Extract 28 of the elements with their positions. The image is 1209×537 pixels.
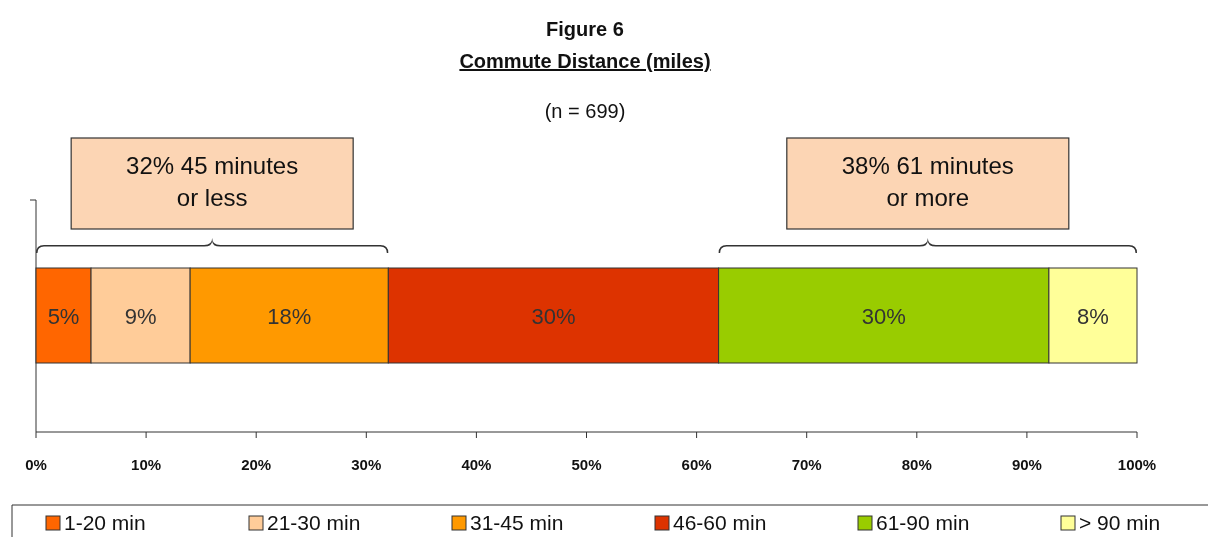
legend-label: 21-30 min (267, 511, 361, 534)
x-tick-label: 10% (131, 456, 162, 473)
x-tick-label: 70% (791, 456, 822, 473)
text: 32% 45 minutes or less (126, 152, 299, 211)
x-tick-label: 60% (681, 456, 712, 473)
data-label: 30% (531, 303, 576, 329)
legend-label: 31-45 min (470, 511, 564, 534)
x-tick-label: 90% (1011, 456, 1042, 473)
text: 38% 61 minutes or more (841, 152, 1014, 211)
legend-label: 1-20 min (64, 511, 146, 534)
x-tick-label: 100% (1117, 456, 1157, 473)
x-tick-label: 50% (571, 456, 602, 473)
legend-label: 46-60 min (673, 511, 767, 534)
x-tick-label: 40% (461, 456, 492, 473)
legend-label: > 90 min (1079, 511, 1161, 534)
x-tick-label: 80% (901, 456, 932, 473)
x-tick-label: 30% (351, 456, 382, 473)
data-label: 8% (1077, 303, 1109, 329)
chart-subtitle: Commute Distance (miles) (459, 50, 711, 72)
chart-title: Figure 6 (546, 18, 624, 40)
x-tick-label: 20% (241, 456, 272, 473)
x-tick-label: 0% (25, 456, 47, 473)
data-label: 18% (267, 303, 312, 329)
data-label: 5% (47, 303, 80, 329)
data-label: 9% (124, 303, 157, 329)
legend-label: 61-90 min (876, 511, 970, 534)
data-label: 30% (861, 303, 906, 329)
text: (n = 699) (544, 100, 626, 122)
